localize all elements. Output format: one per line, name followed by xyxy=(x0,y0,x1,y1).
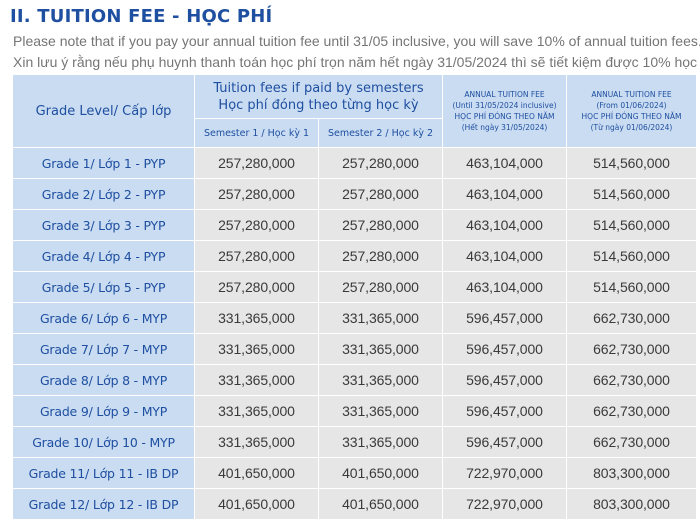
header-annual-regular-line2: (From 01/06/2024) xyxy=(596,101,667,110)
semester-1-fee-cell: 257,280,000 xyxy=(194,178,319,210)
table-row: Grade 8/ Lớp 8 - MYP 331,365,000 331,365,0… xyxy=(12,364,697,396)
header-semester-group-vi: Học phí đóng theo từng học kỳ xyxy=(218,97,419,113)
header-annual-early-line4: (Hết ngày 31/05/2024) xyxy=(461,123,548,132)
semester-1-fee-cell: 331,365,000 xyxy=(194,395,319,427)
semester-1-fee-cell: 401,650,000 xyxy=(194,488,319,520)
table-row: Grade 3/ Lớp 3 - PYP 257,280,000 257,280,0… xyxy=(12,209,697,241)
table-row: Grade 12/ Lớp 12 - IB DP 401,650,000 401,6… xyxy=(12,488,697,520)
semester-1-fee-cell: 257,280,000 xyxy=(194,147,319,179)
header-annual-early-line1: ANNUAL TUITION FEE xyxy=(464,90,545,99)
annual-early-fee-cell: 463,104,000 xyxy=(442,271,567,303)
table-row: Grade 2/ Lớp 2 - PYP 257,280,000 257,280,0… xyxy=(12,178,697,210)
semester-2-fee-cell: 331,365,000 xyxy=(318,333,443,365)
annual-regular-fee-cell: 803,300,000 xyxy=(566,488,697,520)
semester-1-fee-cell: 331,365,000 xyxy=(194,426,319,458)
annual-early-fee-cell: 463,104,000 xyxy=(442,209,567,241)
semester-1-fee-cell: 331,365,000 xyxy=(194,364,319,396)
grade-cell: Grade 5/ Lớp 5 - PYP xyxy=(12,271,195,303)
header-grade-level: Grade Level/ Cấp lớp xyxy=(12,74,195,148)
header-annual-early-line3: HỌC PHÍ ĐÓNG THEO NĂM xyxy=(454,112,555,121)
semester-2-fee-cell: 331,365,000 xyxy=(318,302,443,334)
discount-note-english: Please note that if you pay your annual … xyxy=(13,33,700,49)
annual-regular-fee-cell: 803,300,000 xyxy=(566,457,697,489)
semester-2-fee-cell: 257,280,000 xyxy=(318,240,443,272)
header-annual-early: ANNUAL TUITION FEE (Until 31/05/2024 inc… xyxy=(442,74,567,148)
annual-early-fee-cell: 463,104,000 xyxy=(442,240,567,272)
table-row: Grade 1/ Lớp 1 - PYP 257,280,000 257,280,0… xyxy=(12,147,697,179)
semester-2-fee-cell: 331,365,000 xyxy=(318,395,443,427)
semester-2-fee-cell: 257,280,000 xyxy=(318,178,443,210)
header-annual-regular-line1: ANNUAL TUITION FEE xyxy=(591,90,672,99)
header-annual-regular-line4: (Từ ngày 01/06/2024) xyxy=(590,123,673,132)
table-row: Grade 11/ Lớp 11 - IB DP 401,650,000 401,6… xyxy=(12,457,697,489)
discount-note-vietnamese: Xin lưu ý rằng nếu phụ huynh thanh toán … xyxy=(13,54,700,70)
grade-cell: Grade 11/ Lớp 11 - IB DP xyxy=(12,457,195,489)
table-row: Grade 6/ Lớp 6 - MYP 331,365,000 331,365,0… xyxy=(12,302,697,334)
header-semester-2: Semester 2 / Học kỳ 2 xyxy=(318,118,443,148)
annual-early-fee-cell: 596,457,000 xyxy=(442,426,567,458)
annual-early-fee-cell: 463,104,000 xyxy=(442,178,567,210)
header-semester-group-en: Tuition fees if paid by semesters xyxy=(213,80,424,96)
semester-1-fee-cell: 257,280,000 xyxy=(194,240,319,272)
grade-cell: Grade 8/ Lớp 8 - MYP xyxy=(12,364,195,396)
grade-cell: Grade 2/ Lớp 2 - PYP xyxy=(12,178,195,210)
grade-cell: Grade 12/ Lớp 12 - IB DP xyxy=(12,488,195,520)
annual-regular-fee-cell: 662,730,000 xyxy=(566,333,697,365)
annual-regular-fee-cell: 514,560,000 xyxy=(566,147,697,179)
annual-early-fee-cell: 596,457,000 xyxy=(442,395,567,427)
semester-2-fee-cell: 401,650,000 xyxy=(318,457,443,489)
semester-1-fee-cell: 331,365,000 xyxy=(194,302,319,334)
table-row: Grade 9/ Lớp 9 - MYP 331,365,000 331,365,0… xyxy=(12,395,697,427)
annual-regular-fee-cell: 662,730,000 xyxy=(566,364,697,396)
semester-1-fee-cell: 331,365,000 xyxy=(194,333,319,365)
header-semester-group: Tuition fees if paid by semesters Học ph… xyxy=(194,74,443,119)
annual-regular-fee-cell: 662,730,000 xyxy=(566,426,697,458)
header-semester-1: Semester 1 / Học kỳ 1 xyxy=(194,118,319,148)
semester-2-fee-cell: 401,650,000 xyxy=(318,488,443,520)
annual-regular-fee-cell: 514,560,000 xyxy=(566,178,697,210)
header-annual-regular-line3: HỌC PHÍ ĐÓNG THEO NĂM xyxy=(581,112,682,121)
grade-cell: Grade 9/ Lớp 9 - MYP xyxy=(12,395,195,427)
header-annual-regular: ANNUAL TUITION FEE (From 01/06/2024) HỌC… xyxy=(566,74,697,148)
annual-early-fee-cell: 722,970,000 xyxy=(442,488,567,520)
grade-cell: Grade 4/ Lớp 4 - PYP xyxy=(12,240,195,272)
grade-cell: Grade 1/ Lớp 1 - PYP xyxy=(12,147,195,179)
semester-2-fee-cell: 257,280,000 xyxy=(318,147,443,179)
grade-cell: Grade 6/ Lớp 6 - MYP xyxy=(12,302,195,334)
table-row: Grade 4/ Lớp 4 - PYP 257,280,000 257,280,0… xyxy=(12,240,697,272)
header-annual-early-line2: (Until 31/05/2024 inclusive) xyxy=(452,101,557,110)
fee-table-body: Grade 1/ Lớp 1 - PYP 257,280,000 257,280,0… xyxy=(12,147,697,520)
semester-1-fee-cell: 257,280,000 xyxy=(194,209,319,241)
annual-regular-fee-cell: 514,560,000 xyxy=(566,240,697,272)
semester-1-fee-cell: 257,280,000 xyxy=(194,271,319,303)
semester-2-fee-cell: 257,280,000 xyxy=(318,271,443,303)
annual-early-fee-cell: 596,457,000 xyxy=(442,302,567,334)
annual-early-fee-cell: 596,457,000 xyxy=(442,333,567,365)
table-row: Grade 10/ Lớp 10 - MYP 331,365,000 331,365… xyxy=(12,426,697,458)
tuition-fee-table: Grade Level/ Cấp lớp Tuition fees if pai… xyxy=(12,74,697,520)
grade-cell: Grade 7/ Lớp 7 - MYP xyxy=(12,333,195,365)
semester-1-fee-cell: 401,650,000 xyxy=(194,457,319,489)
annual-regular-fee-cell: 514,560,000 xyxy=(566,271,697,303)
grade-cell: Grade 10/ Lớp 10 - MYP xyxy=(12,426,195,458)
annual-early-fee-cell: 463,104,000 xyxy=(442,147,567,179)
grade-cell: Grade 3/ Lớp 3 - PYP xyxy=(12,209,195,241)
annual-early-fee-cell: 722,970,000 xyxy=(442,457,567,489)
table-row: Grade 5/ Lớp 5 - PYP 257,280,000 257,280,0… xyxy=(12,271,697,303)
table-row: Grade 7/ Lớp 7 - MYP 331,365,000 331,365,0… xyxy=(12,333,697,365)
annual-early-fee-cell: 596,457,000 xyxy=(442,364,567,396)
page-title: II. TUITION FEE - HỌC PHÍ xyxy=(10,6,273,27)
semester-2-fee-cell: 331,365,000 xyxy=(318,364,443,396)
semester-2-fee-cell: 257,280,000 xyxy=(318,209,443,241)
semester-2-fee-cell: 331,365,000 xyxy=(318,426,443,458)
annual-regular-fee-cell: 662,730,000 xyxy=(566,302,697,334)
annual-regular-fee-cell: 662,730,000 xyxy=(566,395,697,427)
annual-regular-fee-cell: 514,560,000 xyxy=(566,209,697,241)
